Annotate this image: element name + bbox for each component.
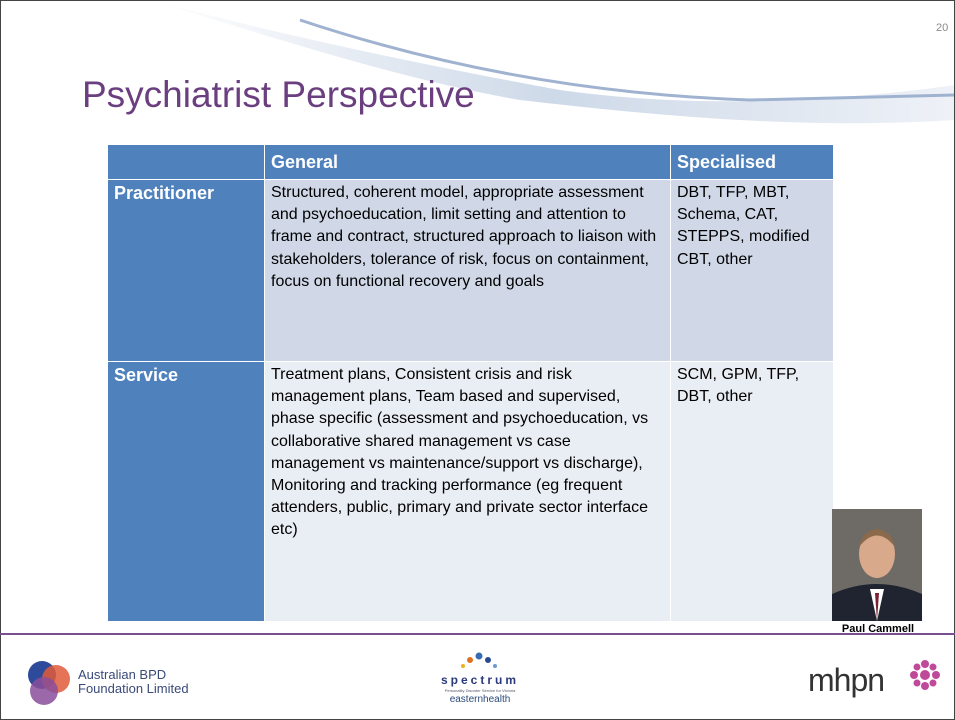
mhpn-mark: [910, 660, 940, 690]
table: General Specialised Practitioner Structure…: [107, 144, 834, 622]
slide-number: 20: [936, 22, 949, 34]
mhpn-logo: mhpn: [808, 662, 885, 698]
header-cell: Specialised: [670, 144, 834, 180]
spectrum-dots: [461, 652, 497, 668]
title: Psychiatrist Perspective: [82, 74, 475, 115]
spectrum-sub: Personality Disorder Service for Victori…: [444, 688, 516, 693]
bpd-logo-text: Australian BPD Foundation Limited: [78, 667, 189, 696]
spectrum-logo: spectrum: [440, 673, 520, 687]
cell: Structured, coherent model, appropriate …: [264, 179, 671, 362]
bpd-logo: [28, 661, 70, 705]
header-cell: [107, 144, 265, 180]
photo: [832, 509, 922, 621]
divider: [0, 633, 955, 635]
row-header: Service: [107, 361, 265, 622]
eastern-health: easternhealth: [449, 694, 511, 705]
cell: Treatment plans, Consistent crisis and r…: [264, 361, 671, 622]
header-cell: General: [264, 144, 671, 180]
photo-caption: Paul Cammell: [841, 623, 915, 635]
cell: SCM, GPM, TFP, DBT, other: [670, 361, 834, 622]
row-header: Practitioner: [107, 179, 265, 362]
cell: DBT, TFP, MBT, Schema, CAT, STEPPS, modi…: [670, 179, 834, 362]
